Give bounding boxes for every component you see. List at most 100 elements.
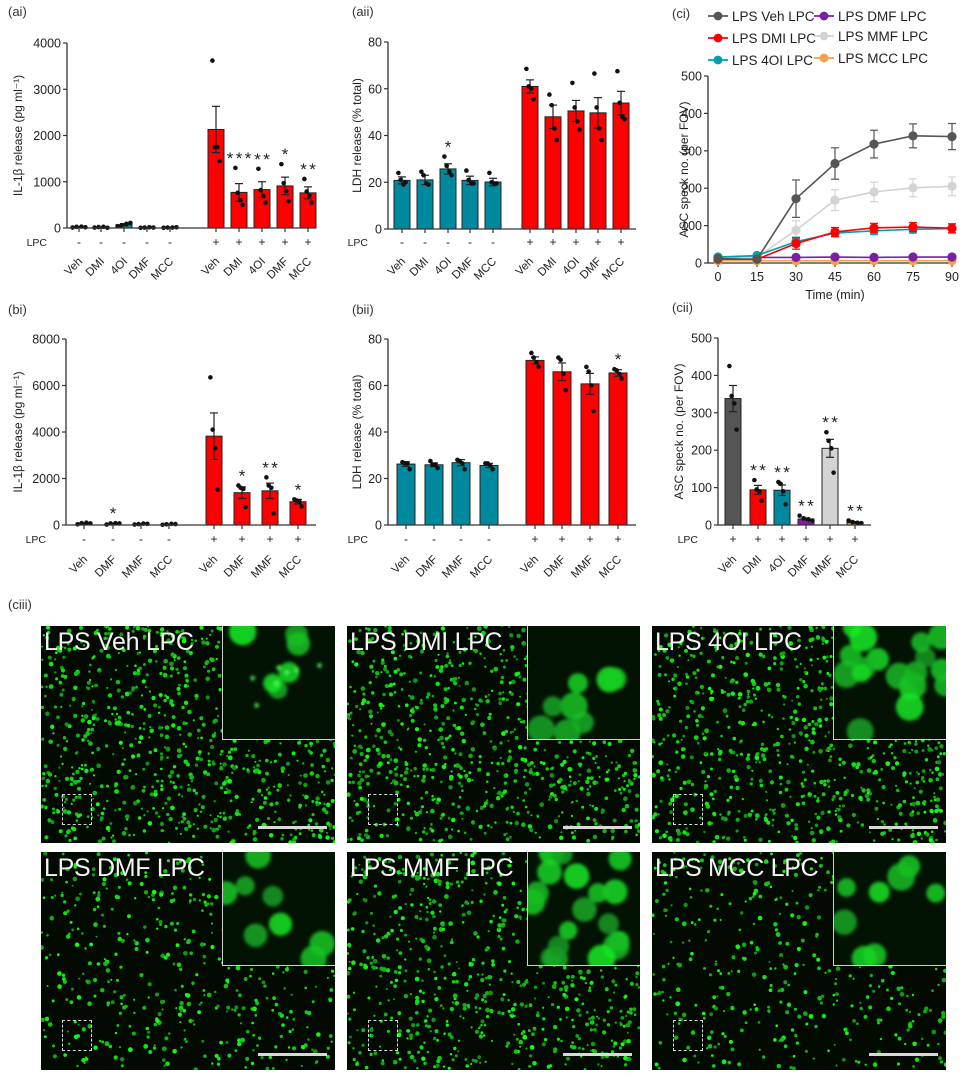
data-point [115, 223, 120, 229]
significance-star: * [822, 413, 829, 432]
data-point [824, 429, 829, 435]
significance-star: * [254, 150, 261, 169]
scale-bar [563, 1053, 632, 1056]
micrograph-title: LPS DMF LPC [44, 854, 205, 882]
data-point [757, 489, 762, 494]
data-point [558, 357, 563, 363]
data-point [238, 197, 243, 203]
lpc-sign: + [826, 532, 833, 546]
lpc-sign: - [82, 532, 86, 546]
significance-star: * [227, 149, 234, 168]
data-point [727, 363, 732, 369]
series-marker [908, 131, 918, 141]
significance-star: * [783, 463, 790, 482]
y-tick-label: 2000 [33, 129, 61, 143]
x-category-label: DMF [786, 554, 812, 580]
data-point [547, 92, 552, 97]
data-point [398, 177, 403, 183]
lpc-sign: + [594, 235, 601, 249]
series-marker [947, 181, 957, 191]
significance-star: * [236, 149, 243, 168]
significance-star: * [263, 150, 270, 169]
data-point [536, 364, 541, 370]
data-point [113, 520, 118, 526]
y-tick-label: 80 [368, 36, 382, 50]
data-point [403, 179, 408, 185]
lpc-sign: + [258, 235, 265, 249]
data-point [826, 438, 831, 444]
series-marker [791, 225, 801, 235]
data-point [490, 466, 495, 472]
lpc-sign: - [423, 235, 427, 249]
significance-star: * [774, 463, 781, 482]
data-point [233, 165, 238, 171]
data-point [549, 102, 554, 108]
lpc-sign: - [139, 532, 143, 546]
panel-label-ai: (ai) [8, 4, 27, 19]
lpc-sign: - [400, 235, 404, 249]
data-point [217, 158, 222, 164]
significance-star: * [759, 461, 766, 480]
roi-box [62, 1020, 92, 1051]
legend-label: LPS DMI LPC [732, 31, 816, 46]
panel-label-bii: (bii) [352, 302, 374, 317]
legend-marker [713, 33, 723, 43]
bar [749, 489, 767, 526]
data-point [615, 68, 620, 74]
data-point [421, 172, 426, 178]
x-category-label: Veh [717, 554, 740, 577]
data-point [488, 463, 493, 469]
roi-box [368, 794, 398, 825]
legend-label: LPS DMF LPC [838, 9, 927, 24]
lpc-sign: - [487, 532, 491, 546]
data-point [279, 161, 284, 167]
data-point [783, 502, 788, 507]
data-point [552, 126, 557, 131]
y-tick-label: 40 [368, 129, 382, 143]
data-point [531, 355, 536, 360]
lpc-sign: - [491, 235, 495, 249]
data-point [617, 371, 622, 377]
series-marker [908, 252, 918, 262]
data-point [215, 144, 220, 150]
series-marker [869, 252, 879, 262]
data-point [269, 485, 274, 491]
significance-star: * [798, 497, 805, 516]
inset-field [834, 855, 946, 965]
y-tick-label: 300 [691, 406, 712, 420]
y-tick-label: 0 [705, 519, 712, 533]
lpc-sign: + [558, 532, 565, 546]
data-point [831, 470, 836, 475]
lpc-sign: + [266, 532, 273, 546]
asc-speck-bar-chart-cii: 0 100 200 300 400 500 ASC speck no. (per FOV) +… [672, 332, 871, 581]
lpc-sign: + [531, 532, 538, 546]
lpc-label: LPC [348, 237, 369, 249]
legend-label: LPS MMF LPC [838, 29, 928, 44]
data-point [208, 375, 213, 380]
data-point [572, 105, 577, 110]
legend-label: LPS Veh LPC [732, 9, 815, 24]
x-category-label: MCC [834, 554, 861, 581]
micrograph-veh: LPS Veh LPC [41, 626, 335, 843]
lpc-sign: + [549, 235, 556, 249]
lpc-sign: + [304, 235, 311, 249]
data-point [801, 515, 806, 521]
panel-label-aii: (aii) [352, 4, 374, 19]
y-tick-label: 500 [691, 332, 712, 346]
data-point [210, 58, 215, 63]
y-tick-label: 4000 [32, 426, 60, 440]
micrograph-4oi: LPS 4OI LPC [652, 626, 946, 843]
legend-marker [819, 53, 829, 63]
y-tick-label: 0 [53, 519, 60, 533]
data-point [466, 177, 471, 183]
series-marker [830, 158, 840, 169]
lpc-sign: + [238, 532, 245, 546]
x-axis-label: Time (min) [805, 288, 864, 302]
significance-star: * [856, 502, 863, 521]
bar [724, 398, 742, 526]
y-tick-label: 3000 [33, 83, 61, 97]
lpc-sign: + [614, 532, 621, 546]
lpc-sign: - [99, 235, 103, 249]
panel-label-ciii: (ciii) [8, 597, 32, 612]
